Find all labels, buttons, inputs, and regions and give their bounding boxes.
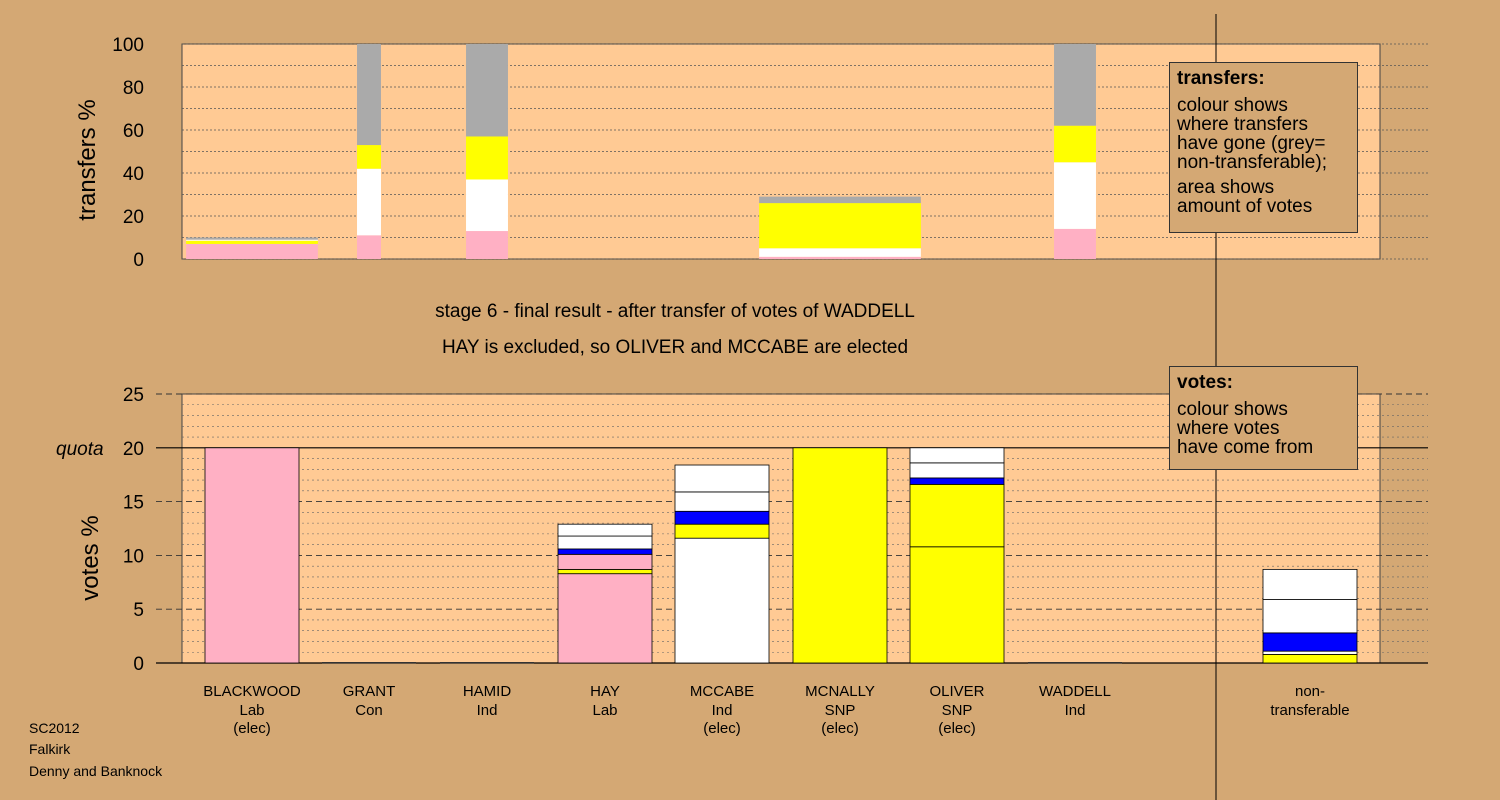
vote-segment-non (1262, 632, 1358, 652)
transfer-segment-mcnally (759, 196, 921, 204)
chart-title-result: HAY is excluded, so OLIVER and MCCABE ar… (441, 337, 909, 358)
chart-title-stage: stage 6 - final result - after transfer … (435, 301, 915, 322)
candidate-name-label: MCCABE (690, 683, 754, 700)
transfers-legend: transfers: colour shows where transfers … (1169, 62, 1358, 233)
transfer-segment-hamid (466, 44, 508, 137)
transfer-segment-waddell (1054, 228, 1096, 259)
transfer-segment-blackwood (186, 243, 318, 259)
quota-label: quota (56, 439, 104, 460)
votes-legend: votes: colour shows where votes have com… (1169, 366, 1358, 470)
footer-election: SC2012 (29, 720, 80, 736)
votes-legend-heading: votes: (1177, 372, 1233, 393)
transfer-segment-mcnally (759, 203, 921, 249)
vote-segment-oliver (909, 462, 1005, 479)
candidate-name-label: HAMID (463, 683, 512, 700)
vote-segment-oliver (909, 477, 1005, 485)
vote-segment-non (1262, 568, 1358, 600)
vote-segment-hay (557, 535, 653, 550)
vote-segment-non (1262, 653, 1358, 664)
candidate-party-label: SNP (825, 702, 856, 719)
transfers-legend-text-colour: colour shows where transfers have gone (… (1177, 95, 1327, 173)
vote-segment-mccabe (674, 537, 770, 664)
transfer-segment-hamid (466, 136, 508, 180)
candidate-name-label: GRANT (343, 683, 396, 700)
transfers-y-tick-label: 100 (112, 35, 144, 56)
candidate-name-label: MCNALLY (805, 683, 875, 700)
transfer-segment-hamid (466, 179, 508, 232)
transfer-segment-hamid (466, 231, 508, 259)
vote-bar-empty-waddell (1028, 662, 1122, 664)
candidate-name-label: non- (1295, 683, 1325, 700)
candidate-party-label: transferable (1270, 702, 1349, 719)
candidate-elected-label: (elec) (938, 720, 976, 737)
transfers-y-tick-label: 80 (123, 78, 144, 99)
footer-ward: Denny and Banknock (29, 763, 163, 779)
vote-segment-hay (557, 523, 653, 537)
vote-segment-hay (557, 568, 653, 575)
transfer-segment-grant (357, 235, 381, 259)
vote-bar-empty-grant (322, 662, 416, 664)
votes-y-tick-label: 5 (133, 600, 144, 621)
transfers-y-tick-label: 20 (123, 207, 144, 228)
transfers-y-tick-label: 60 (123, 121, 144, 142)
transfers-legend-text-area: area shows amount of votes (1177, 177, 1313, 217)
vote-segment-oliver (909, 483, 1005, 548)
votes-y-tick-label: 0 (133, 654, 144, 675)
vote-bar-empty-hamid (440, 662, 534, 664)
vote-segment-non (1262, 650, 1358, 655)
votes-y-tick-label: 10 (123, 546, 144, 567)
candidate-name-label: BLACKWOOD (203, 683, 301, 700)
vote-segment-hay (557, 553, 653, 570)
transfer-segment-waddell (1054, 125, 1096, 163)
vote-segment-mccabe (674, 491, 770, 512)
transfer-segment-waddell (1054, 162, 1096, 229)
transfer-segment-mcnally (759, 256, 921, 259)
transfers-y-axis-label: transfers % (74, 99, 101, 220)
candidate-party-label: Ind (477, 702, 498, 719)
transfer-segment-mcnally (759, 248, 921, 257)
transfer-segment-grant (357, 168, 381, 236)
candidate-elected-label: (elec) (703, 720, 741, 737)
vote-segment-hay (557, 548, 653, 555)
candidate-party-label: Lab (239, 702, 264, 719)
transfers-y-tick-label: 0 (133, 250, 144, 271)
vote-segment-hay (557, 573, 653, 664)
candidate-party-label: Ind (1065, 702, 1086, 719)
vote-segment-mcnally (792, 447, 888, 664)
transfer-segment-grant (357, 44, 381, 146)
vote-segment-oliver (909, 447, 1005, 464)
votes-legend-text: colour shows where votes have come from (1177, 399, 1314, 458)
candidate-name-label: HAY (590, 683, 620, 700)
candidate-party-label: SNP (942, 702, 973, 719)
votes-y-axis-label: votes % (77, 515, 104, 600)
candidate-name-label: WADDELL (1039, 683, 1111, 700)
transfer-segment-waddell (1054, 44, 1096, 126)
vote-segment-non (1262, 599, 1358, 634)
candidate-name-label: OLIVER (929, 683, 984, 700)
transfer-segment-blackwood (186, 237, 318, 240)
transfer-segment-blackwood (186, 240, 318, 244)
vote-segment-oliver (909, 546, 1005, 664)
votes-y-tick-label: 20 (123, 439, 144, 460)
candidate-elected-label: (elec) (821, 720, 859, 737)
votes-y-tick-label: 15 (123, 493, 144, 514)
vote-segment-blackwood (204, 447, 300, 664)
candidate-party-label: Lab (592, 702, 617, 719)
vote-segment-mccabe (674, 464, 770, 493)
vote-segment-mccabe (674, 510, 770, 525)
votes-y-tick-label: 25 (123, 385, 144, 406)
vote-segment-mccabe (674, 523, 770, 539)
candidate-elected-label: (elec) (233, 720, 271, 737)
candidate-party-label: Ind (712, 702, 733, 719)
candidate-party-label: Con (355, 702, 383, 719)
transfer-segment-grant (357, 145, 381, 169)
footer-council: Falkirk (29, 741, 71, 757)
transfers-legend-heading: transfers: (1177, 68, 1265, 89)
transfer-segment-blackwood (186, 239, 318, 241)
transfers-y-tick-label: 40 (123, 164, 144, 185)
